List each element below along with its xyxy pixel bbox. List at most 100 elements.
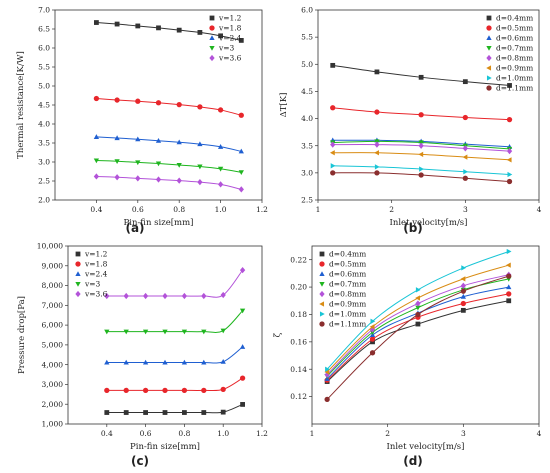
y-tick-label: 7,000 [42, 301, 64, 310]
data-point [114, 97, 120, 103]
data-point [93, 158, 100, 164]
chart-caption: (b) [403, 221, 423, 235]
legend-marker [209, 45, 215, 51]
data-point [505, 262, 511, 268]
legend-label: v=3.6 [218, 54, 242, 63]
legend-marker [209, 25, 215, 31]
series-line-v=3 [96, 159, 242, 173]
x-tick-label: 2 [389, 205, 394, 214]
data-point [415, 311, 421, 318]
data-point [329, 150, 335, 156]
legend-marker [319, 290, 325, 298]
data-point [156, 25, 161, 31]
data-point [201, 359, 207, 365]
data-point [324, 369, 330, 375]
chart-c-legend: v=1.2v=1.8v=2.4v=3v=3.6 [75, 250, 108, 299]
data-point [374, 141, 380, 148]
chart-d-legend: d=0.4mmd=0.5mmd=0.6mmd=0.7mmd=0.8mmd=0.9… [319, 250, 366, 329]
data-point [418, 112, 424, 118]
data-point [462, 79, 468, 85]
y-tick-label: 2,000 [42, 400, 64, 409]
data-point [415, 321, 421, 327]
data-point [220, 409, 226, 415]
data-point [374, 109, 380, 115]
legend-marker [319, 261, 325, 267]
y-tick-label: 0.22 [290, 255, 307, 264]
data-point [240, 402, 245, 407]
data-point [142, 329, 149, 335]
data-point [330, 170, 336, 176]
x-tick-label: 0.8 [173, 205, 185, 214]
data-point [462, 154, 468, 160]
data-point [181, 387, 188, 394]
chart-b-frame [317, 9, 540, 201]
y-tick-label: 5.0 [38, 82, 50, 91]
chart-a: 0.4 0.6 0.8 1.0 1.2 2.0 2.5 3.0 3.5 4.0 4.5 5.0 5.5 6… [16, 6, 268, 235]
data-point [415, 300, 421, 307]
x-tick-label: 0.4 [101, 429, 113, 438]
data-point [369, 350, 376, 356]
data-point [135, 98, 141, 104]
chart-caption: (d) [403, 454, 423, 468]
data-point [93, 95, 100, 102]
chart-d-frame [311, 245, 540, 425]
y-tick-label: 5.5 [301, 33, 313, 42]
data-point [176, 139, 182, 145]
data-point [238, 186, 244, 193]
data-point [506, 248, 512, 255]
legend-marker [486, 85, 492, 91]
data-point [238, 38, 244, 43]
data-point [162, 387, 168, 394]
data-point [123, 359, 129, 365]
data-point [415, 295, 420, 301]
legend-label: d=0.6mm [496, 34, 533, 43]
y-tick-label: 4.5 [301, 87, 313, 96]
data-point [460, 276, 466, 282]
data-point [162, 329, 168, 335]
x-tick-label: 1.0 [217, 429, 229, 438]
data-point [239, 308, 246, 314]
y-tick-label: 9,000 [42, 261, 64, 270]
data-point [460, 293, 466, 299]
data-point [370, 318, 376, 324]
x-axis-label: Pin-fin size[mm] [124, 218, 194, 228]
x-tick-label: 4 [537, 429, 542, 438]
legend-label: d=0.4mm [329, 250, 366, 259]
data-point [135, 136, 141, 142]
y-tick-label: 2.5 [301, 196, 313, 205]
data-point [114, 135, 120, 141]
y-tick-label: 3.5 [38, 139, 50, 148]
data-point [506, 117, 513, 123]
data-point [238, 170, 244, 176]
x-axis-label: Inlet velocity[m/s] [390, 218, 468, 228]
legend-marker [486, 15, 492, 21]
y-tick-label: 5.0 [301, 60, 313, 69]
data-point [220, 291, 226, 299]
data-point [181, 292, 188, 300]
legend-label: v=1.2 [84, 250, 108, 259]
data-point [330, 62, 336, 68]
data-point [181, 329, 188, 335]
y-axis-label: ΔT[K] [279, 93, 289, 118]
legend-marker [209, 35, 215, 41]
chart-b: 1 2 3 4 2.5 3.0 3.5 4.0 4.5 5.0 5.5 6.0 Inlet veloci… [279, 6, 542, 235]
data-point [506, 273, 512, 279]
data-point [460, 282, 466, 289]
data-point [201, 410, 207, 415]
data-point [176, 101, 182, 108]
data-point [369, 336, 376, 342]
data-point [104, 410, 110, 415]
data-point [463, 169, 469, 175]
legend-label: d=0.8mm [496, 54, 533, 63]
data-point [155, 176, 162, 183]
y-tick-label: 3.0 [301, 168, 313, 177]
data-point [507, 171, 513, 178]
y-tick-label: 4.0 [38, 120, 50, 129]
data-point [218, 33, 223, 39]
data-point [220, 328, 226, 334]
y-tick-label: 3.5 [301, 141, 313, 150]
legend-marker [486, 75, 492, 81]
legend-marker [319, 281, 325, 287]
y-tick-label: 7.0 [38, 6, 50, 15]
